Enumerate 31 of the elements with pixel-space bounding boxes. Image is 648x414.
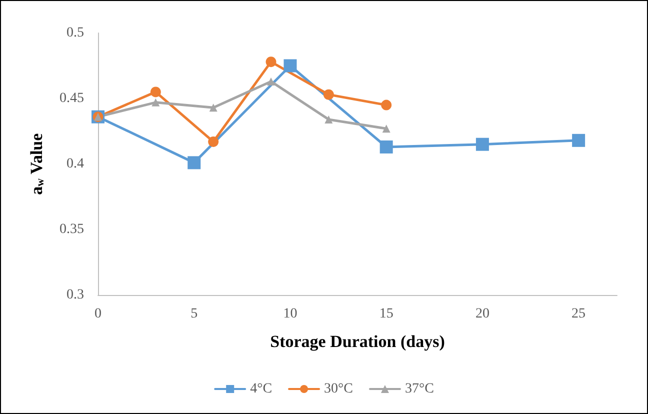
x-tick-label: 5 (190, 306, 198, 322)
legend-label: 30°C (324, 382, 353, 396)
point (266, 56, 276, 68)
y-tick-label: 0.4 (66, 156, 84, 172)
point (476, 138, 489, 151)
x-tick-label: 0 (94, 306, 102, 322)
point (381, 100, 392, 110)
point (208, 136, 219, 147)
legend-label: 4°C (250, 382, 272, 396)
point (323, 89, 334, 100)
x-tick-label: 10 (283, 306, 298, 322)
x-axis-title: Storage Duration (days) (270, 332, 445, 351)
x-tick-label: 15 (379, 306, 394, 322)
legend-label: 37°C (404, 382, 434, 396)
y-tick-label: 0.5 (66, 26, 84, 40)
y-tick-label: 0.45 (60, 91, 84, 106)
point (284, 59, 297, 72)
x-tick-label: 25 (572, 306, 586, 322)
point (152, 98, 160, 106)
x-tick-label: 20 (475, 306, 490, 322)
point (382, 124, 390, 133)
y-tick-label: 0.3 (66, 288, 84, 302)
point (572, 134, 586, 147)
point (188, 156, 201, 170)
point (324, 115, 333, 124)
point (267, 77, 275, 86)
point (380, 140, 393, 154)
point (209, 104, 218, 112)
y-tick-label: 0.35 (60, 222, 84, 237)
y-axis-title: aw Value (27, 132, 46, 195)
point (150, 86, 161, 98)
